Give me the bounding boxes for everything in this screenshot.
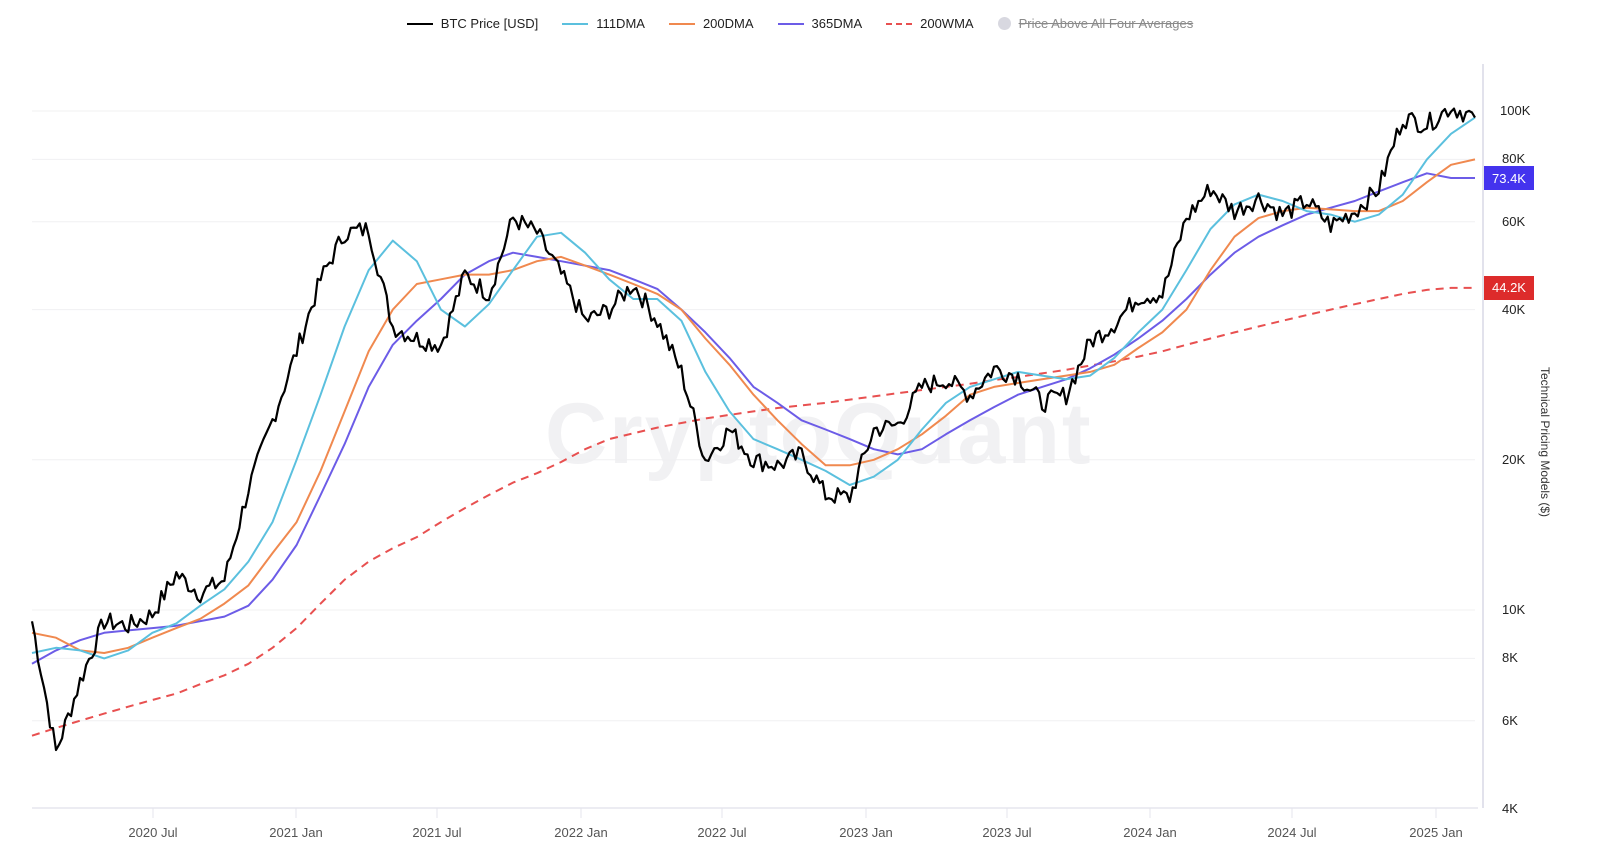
legend-item-btc-price-usd[interactable]: BTC Price [USD] bbox=[406, 16, 539, 31]
value-badge: 73.4K bbox=[1484, 166, 1534, 191]
legend-item-365dma[interactable]: 365DMA bbox=[777, 16, 863, 31]
x-tick-label: 2021 Jan bbox=[269, 825, 323, 840]
legend-dash-icon bbox=[886, 22, 913, 25]
x-tick-label: 2022 Jan bbox=[554, 825, 608, 840]
y-tick-label: 100K bbox=[1500, 103, 1531, 118]
y-tick-label: 6K bbox=[1502, 712, 1518, 728]
legend-label: 365DMA bbox=[811, 16, 863, 31]
x-tick-label: 2020 Jul bbox=[128, 825, 178, 840]
value-badge: 44.2K bbox=[1484, 275, 1534, 300]
x-tick-label: 2021 Jul bbox=[412, 825, 462, 840]
legend-label: 200WMA bbox=[920, 16, 974, 31]
x-tick-label: 2025 Jan bbox=[1409, 825, 1463, 840]
legend-line-icon bbox=[406, 22, 433, 25]
legend-line-icon bbox=[562, 22, 589, 25]
y-tick-label: 20K bbox=[1502, 451, 1526, 467]
legend-dot-icon bbox=[997, 17, 1011, 30]
series-111dma bbox=[31, 116, 1476, 660]
series-200dma bbox=[31, 158, 1476, 654]
legend-item-111dma[interactable]: 111DMA bbox=[562, 16, 645, 31]
y-axis-title: Technical Pricing Models ($) bbox=[1538, 366, 1552, 518]
legend-label: 200DMA bbox=[702, 16, 754, 31]
series-365dma bbox=[31, 172, 1475, 665]
y-tick-label: 4K bbox=[1502, 800, 1518, 816]
watermark: CryptoQuant bbox=[545, 386, 1093, 482]
series-btc-price-usd bbox=[30, 107, 1476, 752]
legend-item-price-above-all-four-averages[interactable]: Price Above All Four Averages bbox=[997, 16, 1194, 31]
legend-item-200wma[interactable]: 200WMA bbox=[886, 16, 974, 31]
legend-line-icon bbox=[777, 22, 804, 25]
legend-label: 111DMA bbox=[596, 16, 645, 31]
legend-line-icon bbox=[668, 22, 695, 25]
y-tick-label: 8K bbox=[1502, 650, 1518, 666]
x-tick-label: 2024 Jul bbox=[1267, 825, 1317, 840]
x-tick-label: 2024 Jan bbox=[1123, 825, 1177, 840]
series-200wma bbox=[31, 286, 1475, 737]
chart-legend: BTC Price [USD] 111DMA 200DMA 365DMA 200WMA P… bbox=[0, 16, 1600, 31]
x-tick-label: 2023 Jul bbox=[982, 825, 1032, 840]
legend-label: BTC Price [USD] bbox=[440, 16, 539, 31]
y-tick-label: 40K bbox=[1502, 301, 1526, 317]
y-tick-label: 60K bbox=[1502, 213, 1526, 229]
legend-item-200dma[interactable]: 200DMA bbox=[668, 16, 754, 31]
x-tick-label: 2022 Jul bbox=[697, 825, 747, 840]
x-tick-label: 2023 Jan bbox=[839, 825, 893, 840]
legend-label: Price Above All Four Averages bbox=[1018, 16, 1194, 31]
y-tick-label: 10K bbox=[1502, 602, 1526, 617]
y-tick-label: 80K bbox=[1502, 151, 1526, 167]
